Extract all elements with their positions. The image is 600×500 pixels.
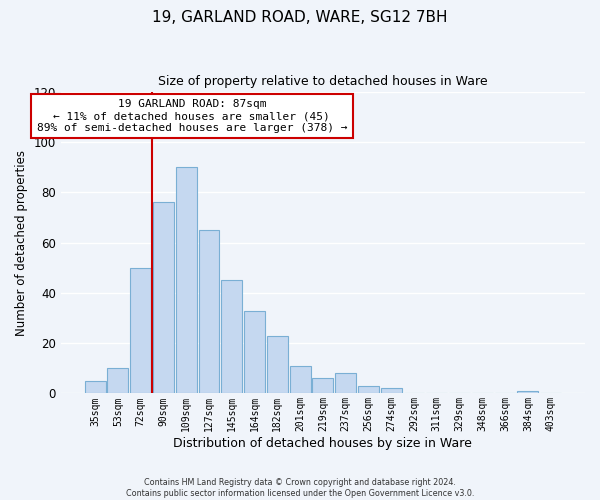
Bar — [85, 381, 106, 394]
Bar — [517, 391, 538, 394]
Bar — [176, 168, 197, 394]
Bar — [313, 378, 334, 394]
Bar — [335, 374, 356, 394]
Text: 19, GARLAND ROAD, WARE, SG12 7BH: 19, GARLAND ROAD, WARE, SG12 7BH — [152, 10, 448, 25]
Bar — [221, 280, 242, 394]
Bar — [381, 388, 402, 394]
Bar — [153, 202, 174, 394]
Bar — [107, 368, 128, 394]
Bar — [199, 230, 220, 394]
Bar — [358, 386, 379, 394]
Text: Contains HM Land Registry data © Crown copyright and database right 2024.
Contai: Contains HM Land Registry data © Crown c… — [126, 478, 474, 498]
X-axis label: Distribution of detached houses by size in Ware: Distribution of detached houses by size … — [173, 437, 472, 450]
Bar — [244, 310, 265, 394]
Y-axis label: Number of detached properties: Number of detached properties — [15, 150, 28, 336]
Title: Size of property relative to detached houses in Ware: Size of property relative to detached ho… — [158, 75, 488, 88]
Text: 19 GARLAND ROAD: 87sqm
← 11% of detached houses are smaller (45)
89% of semi-det: 19 GARLAND ROAD: 87sqm ← 11% of detached… — [37, 100, 347, 132]
Bar — [130, 268, 151, 394]
Bar — [290, 366, 311, 394]
Bar — [267, 336, 288, 394]
